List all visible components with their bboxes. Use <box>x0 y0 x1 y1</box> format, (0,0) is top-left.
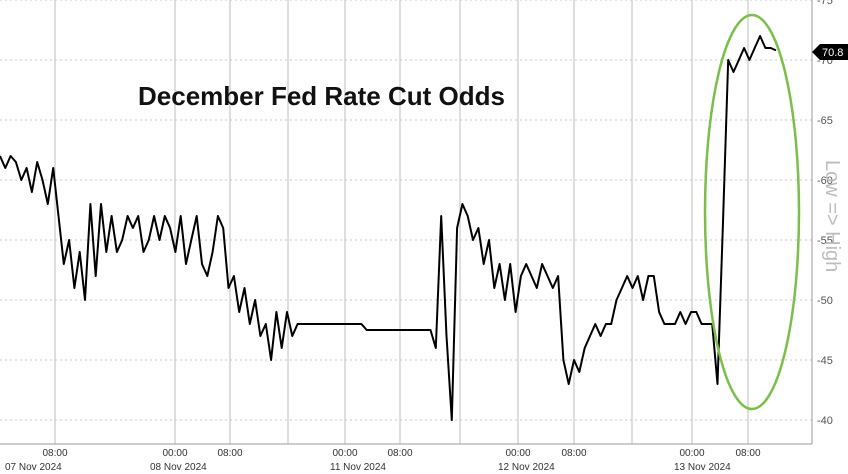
y-tick-label: -60 <box>817 175 833 187</box>
horizontal-gridlines <box>0 0 812 421</box>
x-axis-ticks: 08:00 00:00 08:00 00:00 08:00 00:00 08:00 00:00… <box>42 448 760 459</box>
highlight-ellipse <box>703 13 801 411</box>
x-tick-label: 08:00 <box>42 448 67 459</box>
y-tick-label: -65 <box>817 115 833 127</box>
x-date-label: 08 Nov 2024 <box>150 462 207 473</box>
vertical-gridlines <box>54 0 749 444</box>
y-tick-label: -50 <box>817 295 833 307</box>
x-date-label: 11 Nov 2024 <box>330 462 386 473</box>
last-value-marker: 70.8 <box>812 44 848 60</box>
x-tick-label: 00:00 <box>332 448 357 459</box>
x-tick-label: 08:00 <box>387 448 412 459</box>
x-tick-label: 08:00 <box>561 448 586 459</box>
last-value-label: 70.8 <box>822 47 843 59</box>
x-date-label: 13 Nov 2024 <box>674 462 731 473</box>
y-tick-label: -75 <box>817 0 833 7</box>
chart-title: December Fed Rate Cut Odds <box>138 81 505 111</box>
x-axis-date-labels: 07 Nov 2024 08 Nov 2024 11 Nov 2024 12 Nov … <box>5 462 731 473</box>
x-tick-label: 08:00 <box>735 448 760 459</box>
y-tick-label: -55 <box>817 235 833 247</box>
y-tick-label: -45 <box>817 355 833 367</box>
series-line-rate-cut-odds <box>0 35 777 421</box>
x-tick-label: 00:00 <box>162 448 187 459</box>
x-date-label: 12 Nov 2024 <box>498 462 555 473</box>
x-tick-label: 08:00 <box>217 448 242 459</box>
y-axis-label: Low => High <box>821 160 843 272</box>
x-tick-label: 00:00 <box>505 448 530 459</box>
y-axis-ticks: -40-45-50-55-60-65-70-75 <box>817 0 833 427</box>
y-tick-label: -40 <box>817 415 833 427</box>
x-date-label: 07 Nov 2024 <box>5 462 62 473</box>
x-tick-label: 00:00 <box>679 448 704 459</box>
